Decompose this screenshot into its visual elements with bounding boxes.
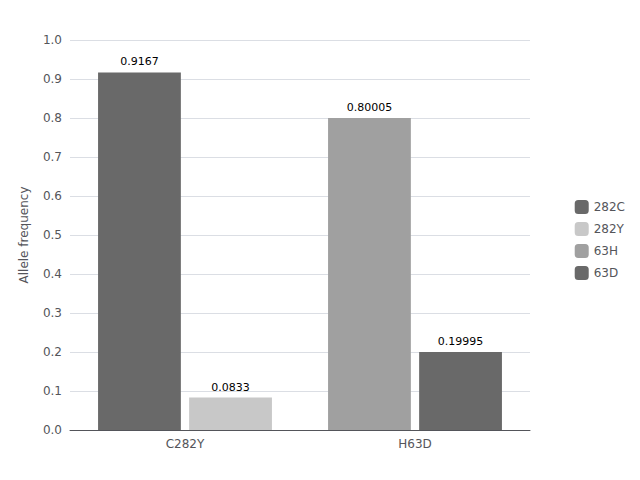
svg-text:0.0833: 0.0833 [211,381,250,394]
svg-text:0.8: 0.8 [43,111,62,125]
svg-text:0.2: 0.2 [43,345,62,359]
svg-text:1.0: 1.0 [43,33,62,47]
svg-text:0.19995: 0.19995 [438,335,484,348]
svg-text:282Y: 282Y [594,222,625,236]
svg-text:282C: 282C [594,200,625,214]
svg-text:0.80005: 0.80005 [347,101,393,114]
svg-text:63H: 63H [594,244,618,258]
svg-text:0.6: 0.6 [43,189,62,203]
svg-text:0.9: 0.9 [43,72,62,86]
svg-text:0.1: 0.1 [43,384,62,398]
svg-text:0.9167: 0.9167 [120,55,159,68]
svg-text:Allele frequency: Allele frequency [17,187,31,284]
svg-text:63D: 63D [594,266,619,280]
svg-text:H63D: H63D [398,437,432,451]
svg-text:C282Y: C282Y [166,437,205,451]
svg-text:0.5: 0.5 [43,228,62,242]
svg-text:0.3: 0.3 [43,306,62,320]
svg-text:0.7: 0.7 [43,150,62,164]
svg-text:0.0: 0.0 [43,423,62,437]
svg-text:0.4: 0.4 [43,267,62,281]
